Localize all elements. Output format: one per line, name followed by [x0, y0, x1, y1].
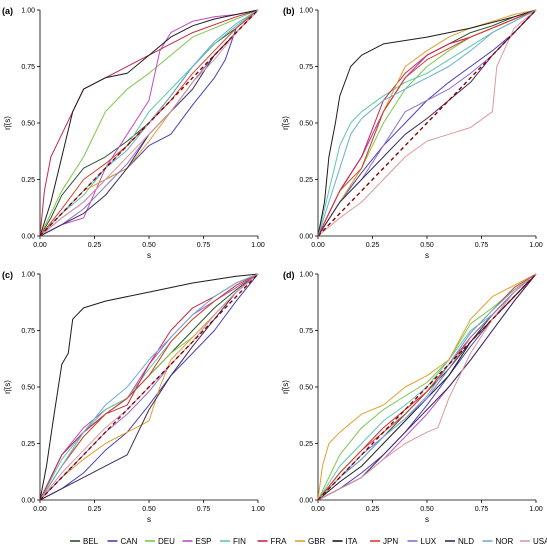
x-tick-label: 0.50: [142, 506, 156, 513]
y-tick-label: 0.75: [299, 328, 313, 335]
panel-a: (a) 0.00 0.25 0.50 0.75 1.00 0.00 0.25 0.50 0.75 1…: [2, 6, 265, 260]
series-line-usa: [39, 9, 259, 237]
x-tick-label: 0.25: [366, 506, 380, 513]
x-tick-label: 0.75: [475, 242, 489, 249]
x-axis-label: s: [147, 515, 151, 524]
y-tick-label: 0.00: [299, 234, 313, 241]
series-line-esp: [39, 9, 259, 237]
y-tick-label: 0.25: [21, 177, 35, 184]
legend-label-deu: DEU: [158, 537, 175, 546]
y-tick-label: 0.00: [21, 234, 35, 241]
series-line-jpn: [317, 273, 537, 501]
reference-diagonal: [39, 273, 259, 501]
y-tick-label: 1.00: [299, 272, 313, 279]
y-tick-label: 0.50: [299, 121, 313, 128]
x-axis-label: s: [147, 251, 151, 260]
legend-label-gbr: GBR: [308, 537, 326, 546]
series-line-jpn: [317, 9, 537, 237]
y-tick-label: 0.75: [21, 64, 35, 71]
panel-d: (d) 0.00 0.25 0.50 0.75 1.00 0.00 0.25 0.50 0.75 1…: [281, 270, 543, 524]
x-tick-label: 1.00: [251, 242, 265, 249]
y-tick-label: 0.00: [21, 498, 35, 505]
y-tick-label: 0.75: [21, 328, 35, 335]
x-tick-label: 0.00: [311, 506, 325, 513]
series-line-nor: [317, 9, 537, 237]
x-tick-label: 1.00: [529, 242, 543, 249]
panel-label: (b): [283, 6, 295, 16]
legend-label-nor: NOR: [496, 537, 514, 546]
legend-label-bel: BEL: [83, 537, 99, 546]
series-line-can: [39, 273, 259, 501]
x-tick-label: 0.75: [475, 506, 489, 513]
series-line-gbr: [317, 273, 537, 501]
x-tick-label: 0.50: [420, 242, 434, 249]
y-tick-label: 0.50: [21, 121, 35, 128]
x-tick-label: 0.50: [142, 242, 156, 249]
y-tick-label: 0.50: [21, 385, 35, 392]
series-line-gbr: [317, 9, 537, 237]
series-line-jpn: [39, 273, 259, 501]
panel-b: (b) 0.00 0.25 0.50 0.75 1.00 0.00 0.25 0.50 0.75 1…: [281, 6, 543, 260]
x-tick-label: 0.00: [311, 242, 325, 249]
legend-label-esp: ESP: [196, 537, 212, 546]
series-line-usa: [317, 9, 537, 237]
y-tick-label: 0.00: [299, 498, 313, 505]
legend-label-nld: NLD: [458, 537, 474, 546]
legend-label-can: CAN: [121, 537, 138, 546]
series-line-nld: [39, 273, 259, 501]
x-tick-label: 0.25: [366, 242, 380, 249]
y-tick-label: 1.00: [21, 272, 35, 279]
x-tick-label: 0.75: [197, 506, 211, 513]
x-tick-label: 0.75: [197, 242, 211, 249]
series-line-fin: [39, 9, 259, 237]
x-tick-label: 0.50: [420, 506, 434, 513]
series-line-ita: [317, 9, 537, 237]
panel-label: (c): [2, 270, 13, 280]
legend-label-lux: LUX: [421, 537, 437, 546]
series-line-nor: [39, 273, 259, 501]
y-tick-label: 1.00: [21, 8, 35, 15]
reference-diagonal: [39, 9, 259, 237]
x-tick-label: 0.25: [88, 242, 102, 249]
y-tick-label: 0.25: [299, 441, 313, 448]
reference-diagonal: [317, 9, 537, 237]
y-tick-label: 1.00: [299, 8, 313, 15]
legend-label-fin: FIN: [233, 537, 246, 546]
y-axis-label: η̂(s): [281, 116, 290, 130]
panel-c: (c) 0.00 0.25 0.50 0.75 1.00 0.00 0.25 0.50 0.75 1…: [2, 270, 265, 524]
x-axis-label: s: [425, 515, 429, 524]
x-axis-label: s: [425, 251, 429, 260]
legend-label-usa: USA: [533, 537, 547, 546]
x-tick-label: 0.00: [33, 242, 47, 249]
y-tick-label: 0.25: [21, 441, 35, 448]
legend-label-jpn: JPN: [383, 537, 398, 546]
series-line-ita: [39, 273, 259, 501]
y-axis-label: η̂(s): [3, 380, 12, 394]
legend: BEL CAN DEU ESP FIN FRA GBR ITA JPN LUX NLD NOR USA: [70, 537, 547, 546]
y-tick-label: 0.75: [299, 64, 313, 71]
series-line-usa: [317, 273, 537, 501]
x-tick-label: 1.00: [529, 506, 543, 513]
legend-label-ita: ITA: [346, 537, 359, 546]
x-tick-label: 1.00: [251, 506, 265, 513]
y-axis-label: η̂(s): [281, 380, 290, 394]
series-line-ita: [39, 9, 259, 237]
x-tick-label: 0.00: [33, 506, 47, 513]
legend-label-fra: FRA: [271, 537, 288, 546]
reference-diagonal: [317, 273, 537, 501]
y-axis-label: η̂(s): [3, 116, 12, 130]
series-line-deu: [317, 273, 537, 501]
y-tick-label: 0.25: [299, 177, 313, 184]
series-line-deu: [39, 9, 259, 237]
panel-label: (d): [283, 270, 295, 280]
panel-label: (a): [2, 6, 13, 16]
series-line-nor: [317, 273, 537, 501]
y-tick-label: 0.50: [299, 385, 313, 392]
x-tick-label: 0.25: [88, 506, 102, 513]
